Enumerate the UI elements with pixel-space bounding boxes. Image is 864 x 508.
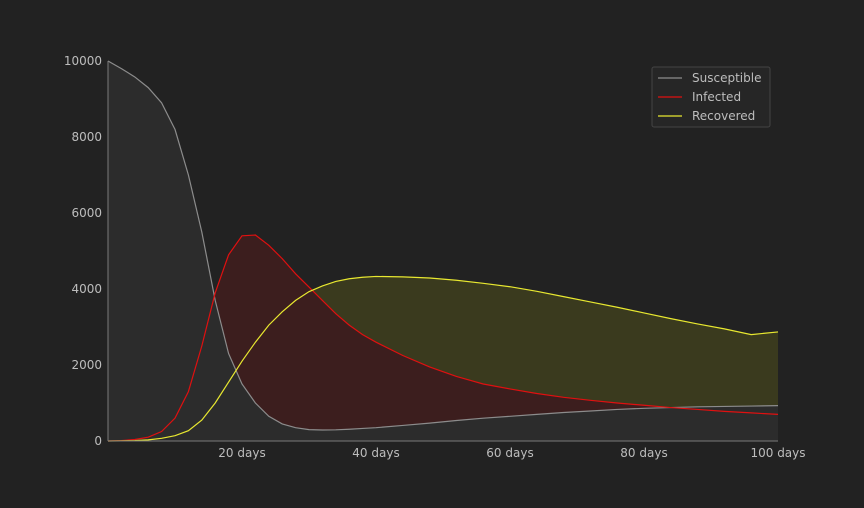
y-tick-label: 10000 [64, 54, 102, 68]
line-recovered [107, 275, 779, 442]
legend-box [651, 66, 771, 128]
legend-label-infected: Infected [692, 90, 741, 104]
legend-label-susceptible: Susceptible [692, 71, 761, 85]
y-tick-label: 2000 [71, 358, 102, 372]
series-lines [107, 60, 779, 442]
x-tick-label: 80 days [620, 446, 667, 460]
axes: 0 2000 4000 6000 8000 10000 20 days 40 days 60 d… [64, 54, 806, 460]
x-tick-label: 100 days [750, 446, 805, 460]
y-tick-label: 6000 [71, 206, 102, 220]
y-tick-label: 8000 [71, 130, 102, 144]
area-susceptible [108, 61, 778, 441]
legend: Susceptible Infected Recovered [651, 66, 771, 128]
x-tick-label: 20 days [218, 446, 265, 460]
area-infected [108, 235, 778, 441]
x-tick-label: 60 days [486, 446, 533, 460]
line-infected [107, 234, 779, 442]
y-tick-label: 0 [94, 434, 102, 448]
legend-label-recovered: Recovered [692, 109, 755, 123]
area-fills [108, 61, 778, 441]
y-tick-label: 4000 [71, 282, 102, 296]
x-tick-label: 40 days [352, 446, 399, 460]
line-susceptible [107, 60, 779, 431]
